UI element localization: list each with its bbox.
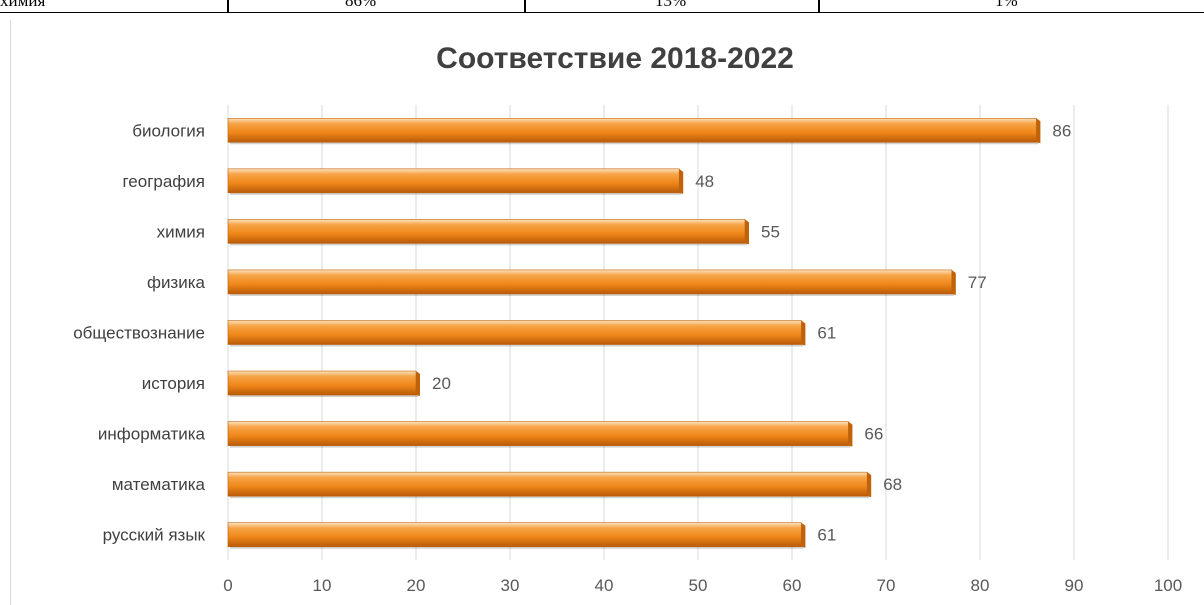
- bar: [227, 522, 802, 548]
- bar-end-bevel: [848, 421, 853, 447]
- category-label: информатика: [98, 425, 206, 444]
- category-label: русский язык: [103, 526, 206, 545]
- bar: [227, 117, 1037, 143]
- bar: [227, 421, 849, 446]
- bar-end-bevel: [679, 168, 684, 194]
- bar: [227, 320, 802, 345]
- x-tick-label: 20: [407, 576, 426, 595]
- bar-end-bevel: [867, 472, 872, 498]
- table-divider: [818, 0, 820, 12]
- bar-end-bevel: [416, 371, 420, 397]
- category-label: физика: [147, 273, 206, 292]
- bar: [227, 370, 417, 396]
- category-label: обществознание: [73, 324, 205, 343]
- bar: [227, 219, 746, 244]
- table-cell-subject: химия: [0, 0, 46, 10]
- bar: [227, 168, 680, 194]
- bar-end-bevel: [951, 269, 956, 295]
- category-label: география: [122, 172, 205, 191]
- table-cell-value-1: 86%: [345, 0, 377, 10]
- bar-end-bevel: [1036, 118, 1041, 144]
- table-divider: [524, 0, 526, 12]
- bar: [227, 269, 953, 295]
- x-tick-label: 60: [783, 576, 802, 595]
- top-table-fragment: химия 86% 13% 1%: [0, 0, 1204, 13]
- bar-end-bevel: [801, 320, 806, 346]
- x-tick-label: 0: [223, 576, 232, 595]
- table-cell-value-3: 1%: [995, 0, 1018, 10]
- data-label: 66: [864, 425, 883, 444]
- x-tick-label: 80: [971, 576, 990, 595]
- category-label: история: [142, 374, 205, 393]
- data-label: 77: [968, 273, 987, 292]
- bar: [227, 471, 868, 497]
- data-label: 61: [817, 526, 836, 545]
- chart-title: Соответствие 2018-2022: [436, 42, 794, 75]
- bar-end-bevel: [801, 522, 806, 548]
- category-label: биология: [132, 121, 205, 140]
- category-label: химия: [157, 222, 205, 241]
- data-label: 55: [761, 222, 780, 241]
- x-tick-label: 50: [689, 576, 708, 595]
- x-tick-label: 100: [1154, 576, 1182, 595]
- table-cell-value-2: 13%: [655, 0, 687, 10]
- data-label: 61: [817, 324, 836, 343]
- data-label: 48: [695, 172, 714, 191]
- bar-end-bevel: [745, 219, 749, 245]
- x-tick-label: 70: [877, 576, 896, 595]
- data-label: 20: [432, 374, 451, 393]
- data-label: 86: [1052, 121, 1071, 140]
- x-tick-label: 30: [501, 576, 520, 595]
- category-label: математика: [112, 475, 206, 494]
- table-divider: [227, 0, 229, 12]
- x-tick-label: 40: [595, 576, 614, 595]
- chart-frame: [10, 20, 1204, 605]
- data-label: 68: [883, 475, 902, 494]
- x-tick-label: 90: [1065, 576, 1084, 595]
- x-tick-label: 10: [313, 576, 332, 595]
